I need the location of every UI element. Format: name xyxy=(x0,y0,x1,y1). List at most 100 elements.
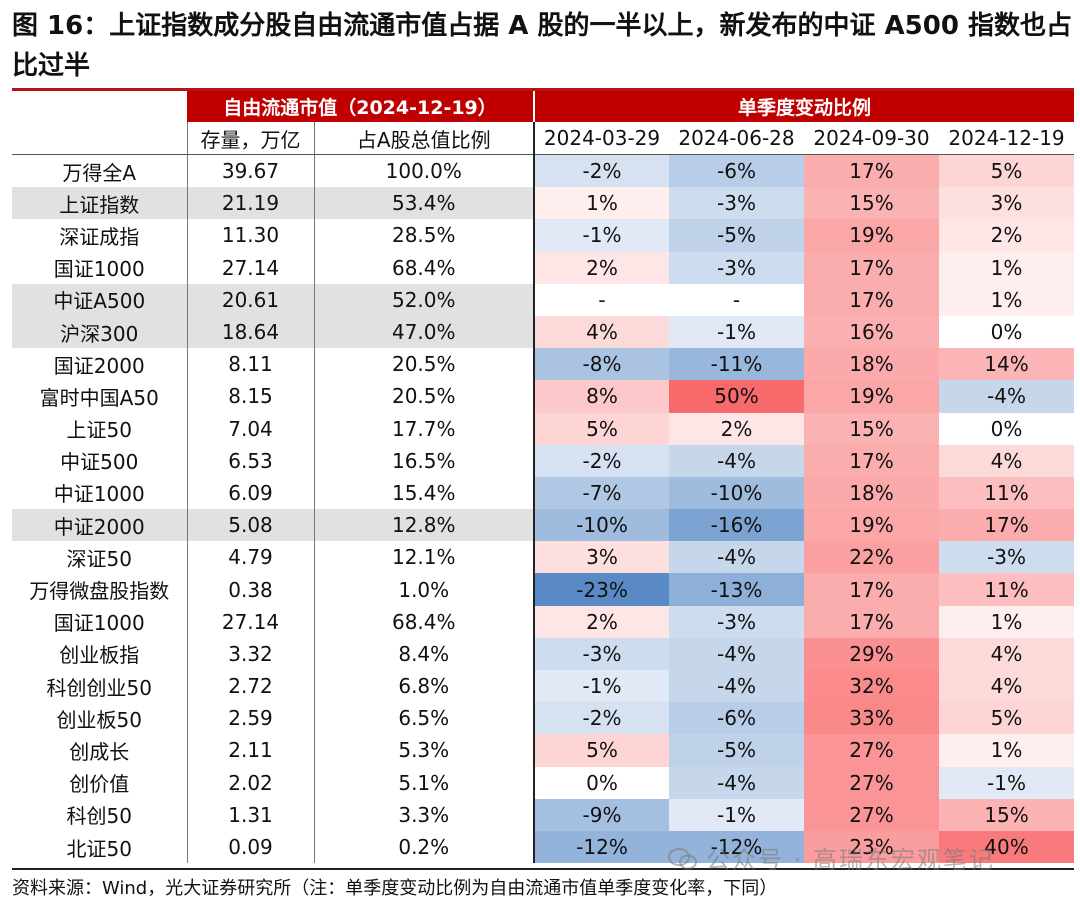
header-share: 占A股总值比例 xyxy=(313,122,535,155)
stock-value: 39.67 xyxy=(186,154,314,188)
stock-value: 4.79 xyxy=(186,541,314,574)
quarter-change-cell: -11% xyxy=(669,348,805,381)
index-market-value-table: 自由流通市值（2024-12-19） 单季度变动比例 存量，万亿 占A股总值比例… xyxy=(12,91,1075,864)
table-row: 富时中国A50 8.15 20.5% 8% 50% 19% -4% xyxy=(12,380,1075,413)
share-value: 17.7% xyxy=(313,412,535,445)
table-row: 创成长 2.11 5.3% 5% -5% 27% 1% xyxy=(12,734,1075,767)
share-value: 47.0% xyxy=(313,315,535,349)
table-row: 国证1000 27.14 68.4% 2% -3% 17% 1% xyxy=(12,605,1075,638)
quarter-change-cell: 50% xyxy=(669,380,805,413)
watermark-text: 公众号 · 高瑞东宏观笔记 xyxy=(706,846,995,874)
quarter-change-cell: -4% xyxy=(669,637,805,670)
stock-value: 6.53 xyxy=(186,444,314,477)
index-name: 国证2000 xyxy=(53,353,145,378)
quarter-change-cell: 1% xyxy=(939,251,1075,284)
quarter-change-cell: -10% xyxy=(669,476,805,510)
quarter-change-cell: -1% xyxy=(533,219,670,252)
index-name: 创价值 xyxy=(69,772,130,797)
share-value: 16.5% xyxy=(313,444,535,477)
index-name: 上证50 xyxy=(66,418,132,443)
quarter-change-cell: - xyxy=(669,283,805,316)
quarter-change-cell: -12% xyxy=(669,830,805,864)
quarter-change-cell: 29% xyxy=(804,637,940,670)
quarter-change-cell: -7% xyxy=(533,476,670,510)
table-row: 万得全A 39.67 100.0% -2% -6% 17% 5% xyxy=(12,154,1075,188)
stock-value: 27.14 xyxy=(186,605,314,638)
stock-value: 2.02 xyxy=(186,766,314,799)
share-value: 8.4% xyxy=(313,637,535,670)
index-name: 富时中国A50 xyxy=(39,385,159,410)
header-date-2: 2024-06-28 xyxy=(669,122,805,155)
quarter-change-cell: -1% xyxy=(533,670,670,703)
index-name: 创业板50 xyxy=(56,707,142,732)
quarter-change-cell: -8% xyxy=(533,348,670,381)
quarter-change-cell: 27% xyxy=(804,798,940,831)
index-name: 中证2000 xyxy=(12,509,187,542)
index-name: 深证成指 xyxy=(59,224,140,249)
header-column-row: 存量，万亿 占A股总值比例 2024-03-29 2024-06-28 2024… xyxy=(12,122,1075,155)
quarter-change-cell: -10% xyxy=(533,509,670,542)
header-group-quarterly-change: 单季度变动比例 xyxy=(533,91,1075,122)
stock-value: 0.09 xyxy=(186,830,314,864)
quarter-change-cell: 1% xyxy=(939,605,1075,638)
stock-value: 3.32 xyxy=(186,637,314,670)
quarter-change-cell: -13% xyxy=(669,573,805,606)
share-value: 52.0% xyxy=(313,283,535,316)
index-name: 国证1000 xyxy=(53,611,145,636)
share-value: 12.8% xyxy=(313,509,535,542)
table-row: 创业板50 2.59 6.5% -2% -6% 33% 5% xyxy=(12,702,1075,735)
quarter-change-cell: 17% xyxy=(804,154,940,188)
stock-value: 2.72 xyxy=(186,670,314,703)
quarter-change-cell: -1% xyxy=(669,798,805,831)
stock-value: 6.09 xyxy=(186,476,314,510)
quarter-change-cell: 19% xyxy=(804,380,940,413)
quarter-change-cell: -3% xyxy=(669,605,805,638)
stock-value: 1.31 xyxy=(186,798,314,831)
stock-value: 2.11 xyxy=(186,734,314,767)
header-group-row: 自由流通市值（2024-12-19） 单季度变动比例 xyxy=(12,91,1075,122)
quarter-change-cell: 27% xyxy=(804,766,940,799)
share-value: 20.5% xyxy=(313,380,535,413)
quarter-change-cell: 33% xyxy=(804,702,940,735)
quarter-change-cell: 18% xyxy=(804,348,940,381)
share-value: 20.5% xyxy=(313,348,535,381)
header-date-4: 2024-12-19 xyxy=(939,122,1075,155)
share-value: 28.5% xyxy=(313,219,535,252)
quarter-change-cell: -23% xyxy=(533,573,670,606)
footer-rule xyxy=(12,868,1074,870)
source-note: 资料来源：Wind，光大证券研究所（注：单季度变动比例为自由流通市值单季度变化率… xyxy=(12,878,778,899)
table-row: 中证500 6.53 16.5% -2% -4% 17% 4% xyxy=(12,444,1075,477)
quarter-change-cell: 17% xyxy=(804,605,940,638)
quarter-change-cell: -9% xyxy=(533,798,670,831)
share-value: 100.0% xyxy=(313,154,535,188)
header-index-name xyxy=(12,122,187,155)
watermark: 公众号 · 高瑞东宏观笔记 xyxy=(668,840,995,875)
table-row: 沪深300 18.64 47.0% 4% -1% 16% 0% xyxy=(12,315,1075,349)
quarter-change-cell: 5% xyxy=(533,412,670,445)
quarter-change-cell: 22% xyxy=(804,541,940,574)
share-value: 0.2% xyxy=(313,830,535,864)
quarter-change-cell: -4% xyxy=(669,670,805,703)
quarter-change-cell: 32% xyxy=(804,670,940,703)
index-name: 深证50 xyxy=(66,546,132,571)
quarter-change-cell: 11% xyxy=(939,573,1075,606)
header-top-rule xyxy=(12,88,1074,91)
share-value: 3.3% xyxy=(313,798,535,831)
index-name: 创成长 xyxy=(69,739,130,764)
quarter-change-cell: 8% xyxy=(533,380,670,413)
header-stock: 存量，万亿 xyxy=(186,122,314,155)
table-row: 北证50 0.09 0.2% -12% -12% 23% 40% xyxy=(12,830,1075,864)
header-group-market-value: 自由流通市值（2024-12-19） xyxy=(187,91,535,122)
quarter-change-cell: 5% xyxy=(533,734,670,767)
share-value: 6.8% xyxy=(313,670,535,703)
quarter-change-cell: -3% xyxy=(669,251,805,284)
table-row: 深证成指 11.30 28.5% -1% -5% 19% 2% xyxy=(12,219,1075,252)
index-name: 上证指数 xyxy=(12,187,187,220)
table-row: 创业板指 3.32 8.4% -3% -4% 29% 4% xyxy=(12,637,1075,670)
table-row: 上证50 7.04 17.7% 5% 2% 15% 0% xyxy=(12,412,1075,445)
quarter-change-cell: -1% xyxy=(669,315,805,349)
share-value: 5.1% xyxy=(313,766,535,799)
quarter-change-cell: 4% xyxy=(939,444,1075,477)
quarter-change-cell: -6% xyxy=(669,154,805,188)
index-name: 国证1000 xyxy=(53,257,145,282)
